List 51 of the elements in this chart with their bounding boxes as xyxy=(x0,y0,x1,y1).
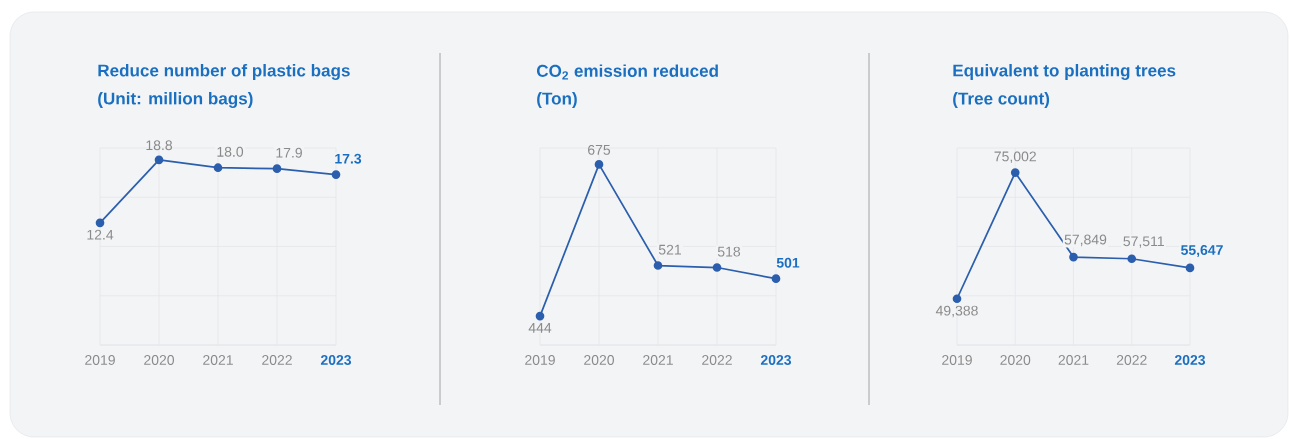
point xyxy=(952,294,962,304)
point xyxy=(1127,254,1137,264)
point xyxy=(594,160,604,169)
data-label: 501 xyxy=(776,257,800,268)
x-tick-label: 2023 xyxy=(1174,355,1206,365)
x-tick-label: 2020 xyxy=(1000,355,1031,365)
x-tick-label: 2023 xyxy=(320,355,352,365)
data-label: 518 xyxy=(717,246,741,257)
x-tick-label: 2019 xyxy=(942,355,972,365)
point xyxy=(1185,263,1195,273)
x-tick-label: 2021 xyxy=(203,355,233,365)
x-tick-label: 2019 xyxy=(85,355,115,365)
point xyxy=(213,163,223,173)
data-label: 55,647 xyxy=(1181,245,1223,258)
point xyxy=(154,155,164,165)
chart-title: CO$_{2}$ emission reduced xyxy=(536,64,718,80)
point xyxy=(535,311,545,321)
x-tick-label: 2021 xyxy=(1058,355,1089,365)
point xyxy=(331,170,341,179)
chart-subtitle: (Ton) xyxy=(537,92,577,108)
point xyxy=(95,218,105,228)
x-tick-label: 2022 xyxy=(1116,355,1147,365)
data-label: 49,388 xyxy=(935,305,978,318)
point xyxy=(771,274,781,284)
data-label: 17.3 xyxy=(335,153,362,164)
data-label: 75,002 xyxy=(994,151,1036,164)
data-label: 17.9 xyxy=(276,147,302,158)
chart-subtitle: (Unit: million bags) xyxy=(98,92,253,108)
chart-subtitle: (Tree count) xyxy=(953,92,1050,108)
x-tick-label: 2021 xyxy=(643,355,673,365)
data-label: 57,849 xyxy=(1064,234,1107,247)
x-tick-label: 2023 xyxy=(760,355,792,365)
chart-title: Reduce number of plastic bags xyxy=(98,64,350,80)
x-tick-label: 2019 xyxy=(525,355,555,365)
data-label: 12.4 xyxy=(87,229,114,240)
data-label: 675 xyxy=(588,144,611,155)
point xyxy=(1069,252,1078,262)
data-label: 18.8 xyxy=(146,140,173,151)
data-label: 18.0 xyxy=(217,146,244,157)
data-label: 57,511 xyxy=(1123,236,1164,248)
x-tick-label: 2020 xyxy=(144,355,175,365)
x-tick-label: 2020 xyxy=(584,355,615,365)
data-label: 444 xyxy=(528,323,552,333)
data-label: 521 xyxy=(658,244,681,255)
point xyxy=(1010,168,1020,177)
point xyxy=(653,261,663,270)
chart-title: Equivalent to planting trees xyxy=(953,64,1176,80)
point xyxy=(712,263,722,272)
x-tick-label: 2022 xyxy=(262,355,292,365)
x-tick-label: 2022 xyxy=(702,355,732,365)
point xyxy=(272,164,282,174)
